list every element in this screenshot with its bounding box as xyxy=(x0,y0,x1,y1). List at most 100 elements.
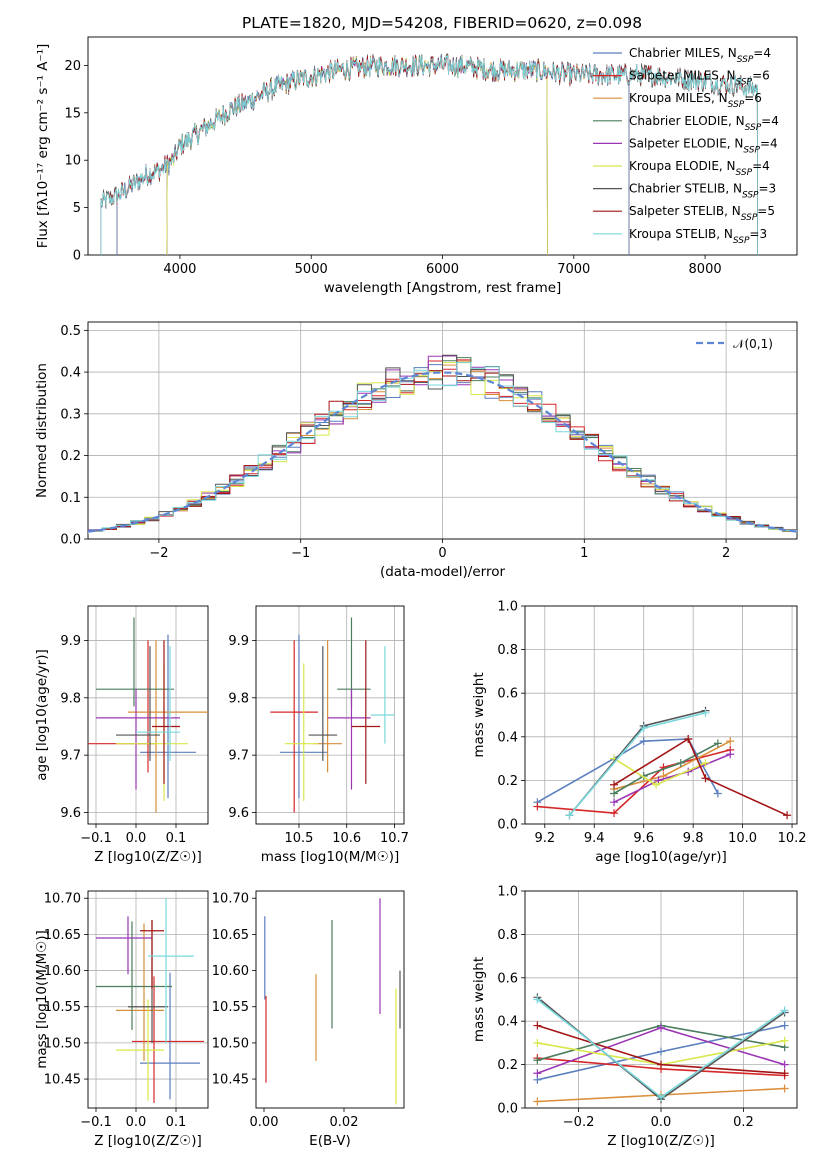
spectrum-model-line xyxy=(100,53,758,255)
massweight_vs_Z-plot xyxy=(533,993,789,1106)
data-point xyxy=(657,1093,665,1102)
y-tick-label: 9.8 xyxy=(60,691,81,706)
spectrum-model-line xyxy=(166,53,548,255)
legend-entry: Chabrier ELODIE, NSSP=4 xyxy=(629,114,779,133)
spectrum-plot xyxy=(100,53,758,255)
x-tick-label: 10.5 xyxy=(284,831,313,846)
legend-entry: 𝒩(0,1) xyxy=(733,337,773,351)
x-tick-label: 9.2 xyxy=(534,831,555,846)
x-tick-label: 2 xyxy=(722,546,730,561)
x-tick-label: 0.1 xyxy=(166,831,187,846)
data-point xyxy=(701,758,710,767)
residual_hist-panel: −2 −1 0 1 2 0.0 0.1 0.2 0.3 0.4 0.5 (data-model)/er… xyxy=(34,321,798,580)
y-axis-label: Flux [fλ10⁻¹⁷ erg cm⁻² s⁻¹ A⁻¹] xyxy=(35,44,51,249)
y-tick-label: 15 xyxy=(64,106,81,121)
y-tick-label: 9.7 xyxy=(228,749,249,764)
y-tick-label: 9.8 xyxy=(228,691,249,706)
y-axis-label: mass weight xyxy=(471,672,487,757)
y-tick-label: 9.9 xyxy=(60,634,81,649)
data-point xyxy=(565,811,574,820)
x-tick-label: 9.8 xyxy=(683,831,704,846)
axes-frame xyxy=(87,605,209,825)
histogram-series xyxy=(88,370,797,534)
data-point xyxy=(639,724,648,733)
x-tick-label: 1 xyxy=(580,546,588,561)
y-tick-label: 0.6 xyxy=(497,687,518,702)
data-point xyxy=(780,1084,789,1093)
data-point xyxy=(657,1060,665,1069)
axes-frame xyxy=(524,605,798,825)
age_vs_Z-panel: −0.1 0.0 0.1 9.6 9.7 9.8 9.9 Z [log10(Z/Z☉)] age… xyxy=(34,605,209,865)
axes-frame xyxy=(524,890,798,1109)
data-point xyxy=(676,758,685,767)
data-point xyxy=(533,1021,542,1030)
axes-frame xyxy=(87,890,209,1109)
y-tick-label: 1.0 xyxy=(497,885,518,900)
axes-frame xyxy=(255,890,405,1109)
spectrum-model-line xyxy=(116,54,630,255)
axes-frame xyxy=(255,605,405,825)
series-line xyxy=(613,737,788,817)
data-point xyxy=(780,1036,789,1045)
x-tick-label: 8000 xyxy=(689,262,722,277)
spectrum-model-line xyxy=(116,54,630,255)
y-tick-label: 10.45 xyxy=(212,1073,249,1088)
data-point xyxy=(533,1097,542,1106)
spectrum-model-line xyxy=(116,54,630,255)
x-tick-label: −2 xyxy=(149,546,168,561)
x-tick-label: 10.6 xyxy=(332,831,361,846)
y-tick-label: 0.4 xyxy=(497,730,518,745)
legend-entry: Chabrier MILES, NSSP=4 xyxy=(629,46,771,65)
spectrum-legend: Chabrier MILES, NSSP=4 Salpeter MILES, NS… xyxy=(593,46,779,246)
data-point xyxy=(610,789,619,798)
x-axis-label: Z [log10(Z/Z☉)] xyxy=(94,1133,202,1149)
y-tick-label: 0.0 xyxy=(497,1102,518,1117)
x-axis-label: E(B-V) xyxy=(309,1133,351,1149)
mass_vs_Z-panel: −0.1 0.0 0.1 10.45 10.50 10.55 10.60 10.65 10.70… xyxy=(34,890,209,1149)
x-tick-label: 0.02 xyxy=(330,1115,359,1130)
y-axis-label: Normed distribution xyxy=(34,363,50,498)
x-tick-label: 6000 xyxy=(426,262,459,277)
y-tick-label: 5 xyxy=(73,201,81,216)
data-point xyxy=(780,1060,789,1069)
x-tick-label: −1 xyxy=(291,546,310,561)
y-tick-label: 10.55 xyxy=(44,1000,81,1015)
x-tick-label: 0.00 xyxy=(250,1115,279,1130)
data-point xyxy=(533,802,542,811)
data-point xyxy=(713,789,722,798)
y-axis-label: mass [log10(M/M☉)] xyxy=(34,930,50,1069)
x-tick-label: −0.1 xyxy=(80,831,112,846)
data-point xyxy=(533,1056,542,1065)
data-point xyxy=(780,1021,789,1030)
mass_vs_ebv-panel: 0.00 0.02 10.45 10.50 10.55 10.60 10.65 10.70 E(… xyxy=(212,890,405,1149)
y-tick-label: 9.6 xyxy=(228,806,249,821)
y-tick-label: 0.4 xyxy=(60,366,81,381)
series-line xyxy=(568,709,706,816)
histogram-series xyxy=(88,362,797,534)
x-axis-label: (data-model)/error xyxy=(380,564,506,580)
y-tick-label: 10.60 xyxy=(212,964,249,979)
y-tick-label: 0.3 xyxy=(60,407,81,422)
y-tick-label: 0.2 xyxy=(60,449,81,464)
spectrum-model-line xyxy=(166,55,548,255)
data-point xyxy=(780,1006,789,1015)
y-tick-label: 10.70 xyxy=(44,892,81,907)
legend-entry: Chabrier STELIB, NSSP=3 xyxy=(629,182,776,201)
y-tick-label: 0.1 xyxy=(60,491,81,506)
age_vs_mass-panel: 10.5 10.6 10.7 9.6 9.7 9.8 9.9 mass [log10(M/M☉… xyxy=(228,605,409,865)
residual_hist-plot xyxy=(88,354,797,534)
x-tick-label: −0.1 xyxy=(80,1115,112,1130)
y-tick-label: 0.8 xyxy=(497,928,518,943)
x-tick-label: 10.7 xyxy=(380,831,409,846)
y-tick-label: 9.9 xyxy=(228,634,249,649)
y-tick-label: 10 xyxy=(64,154,81,169)
data-point xyxy=(713,739,722,748)
spectrum-panel: 4000 5000 6000 7000 8000 0 5 10 15 20 wavelength [… xyxy=(35,36,798,296)
y-tick-label: 9.6 xyxy=(60,806,81,821)
y-tick-label: 1.0 xyxy=(497,600,518,615)
y-tick-label: 10.60 xyxy=(44,964,81,979)
y-axis-label: mass weight xyxy=(471,957,487,1042)
y-tick-label: 0.2 xyxy=(497,774,518,789)
data-point xyxy=(533,1069,542,1078)
y-tick-label: 10.70 xyxy=(212,892,249,907)
